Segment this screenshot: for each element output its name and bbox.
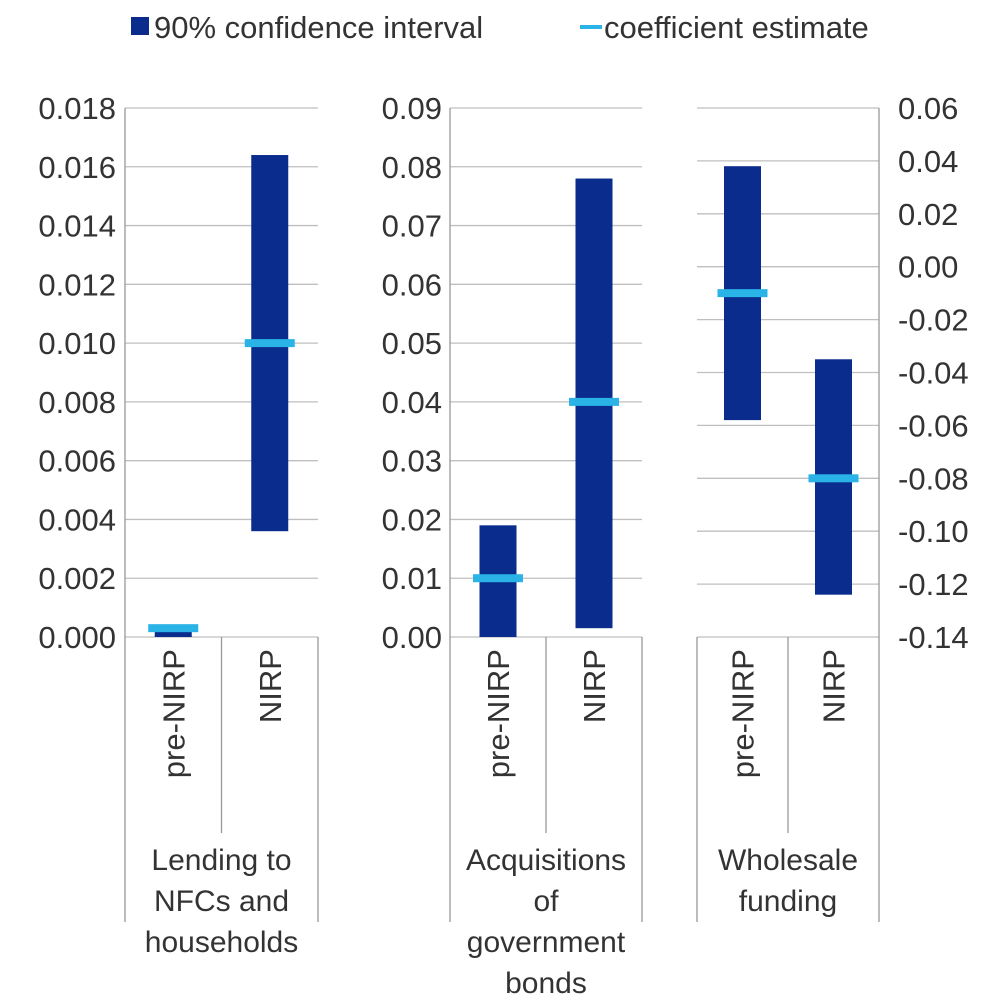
category-label: pre-NIRP <box>726 649 761 778</box>
y-tick-label: 0.09 <box>382 91 442 126</box>
panel-label-line: of <box>533 885 559 918</box>
y-tick-label: 0.008 <box>38 385 116 420</box>
legend-estimate-swatch <box>580 25 602 29</box>
estimate-marker-nirp <box>808 474 859 483</box>
y-tick-label: 0.016 <box>38 150 116 185</box>
y-tick-label: 0.00 <box>898 250 958 285</box>
estimate-marker-pre-nirp <box>473 574 523 583</box>
y-tick-label: -0.02 <box>898 303 969 338</box>
y-tick-label: 0.00 <box>382 620 442 655</box>
y-tick-label: 0.018 <box>38 91 116 126</box>
category-label: pre-NIRP <box>481 649 516 778</box>
y-tick-label: 0.03 <box>382 444 442 479</box>
legend-ci-swatch <box>131 17 149 35</box>
y-tick-label: 0.004 <box>38 502 116 537</box>
panel-1: 0.000 0.002 0.004 0.006 0.008 0.010 0.012 0.014… <box>38 91 319 959</box>
panel-label-line: funding <box>739 885 837 918</box>
panel-label-line: Acquisitions <box>466 844 626 877</box>
panel-label-line: Wholesale <box>718 844 858 877</box>
y-tick-label: 0.006 <box>38 444 116 479</box>
y-tick-label: 0.002 <box>38 561 116 596</box>
y-tick-label: -0.06 <box>898 408 969 443</box>
chart-panels: 0.000 0.002 0.004 0.006 0.008 0.010 0.012 0.014… <box>38 91 968 1000</box>
ci-bar-pre-nirp <box>154 628 192 637</box>
panel-label-line: Lending to <box>151 844 291 877</box>
category-label: NIRP <box>253 649 288 723</box>
y-tick-label: 0.06 <box>898 91 958 126</box>
y-tick-label: -0.10 <box>898 514 969 549</box>
y-tick-label: 0.04 <box>382 385 442 420</box>
y-tick-label: 0.012 <box>38 267 116 302</box>
y-tick-label: 0.07 <box>382 209 442 244</box>
legend-ci-label: 90% confidence interval <box>154 10 483 45</box>
y-tick-label: -0.08 <box>898 461 969 496</box>
estimate-marker-pre-nirp <box>148 624 199 633</box>
panel-label-line: bonds <box>505 967 587 1000</box>
y-tick-label: 0.010 <box>38 326 116 361</box>
y-tick-label: -0.04 <box>898 356 969 391</box>
panel-label-line: NFCs and <box>154 885 289 918</box>
panel-2: 0.00 0.01 0.02 0.03 0.04 0.05 0.06 0.07 0.08 0.09… <box>382 91 643 1000</box>
estimate-marker-nirp <box>244 339 295 348</box>
y-tick-label: 0.000 <box>38 620 116 655</box>
category-label: NIRP <box>577 649 612 723</box>
category-label: NIRP <box>817 649 852 723</box>
y-tick-label: -0.12 <box>898 567 969 602</box>
y-tick-label: 0.014 <box>38 209 116 244</box>
panel-label-line: government <box>467 926 626 959</box>
y-tick-label: 0.06 <box>382 267 442 302</box>
legend-estimate-label: coefficient estimate <box>604 10 869 45</box>
category-label: pre-NIRP <box>156 649 191 778</box>
estimate-marker-nirp <box>569 397 619 406</box>
y-tick-label: 0.02 <box>382 502 442 537</box>
y-tick-label: 0.01 <box>382 561 442 596</box>
estimate-marker-pre-nirp <box>717 289 768 298</box>
legend: 90% confidence interval coefficient esti… <box>131 10 869 45</box>
y-tick-label: 0.05 <box>382 326 442 361</box>
y-tick-label: 0.02 <box>898 197 958 232</box>
panel-3: -0.14 -0.12 -0.10 -0.08 -0.06 -0.04 -0.02 0.00 0… <box>696 91 969 922</box>
y-tick-label: 0.04 <box>898 144 958 179</box>
y-tick-label: 0.08 <box>382 150 442 185</box>
y-tick-label: -0.14 <box>898 620 969 655</box>
panel-label-line: households <box>145 926 298 959</box>
